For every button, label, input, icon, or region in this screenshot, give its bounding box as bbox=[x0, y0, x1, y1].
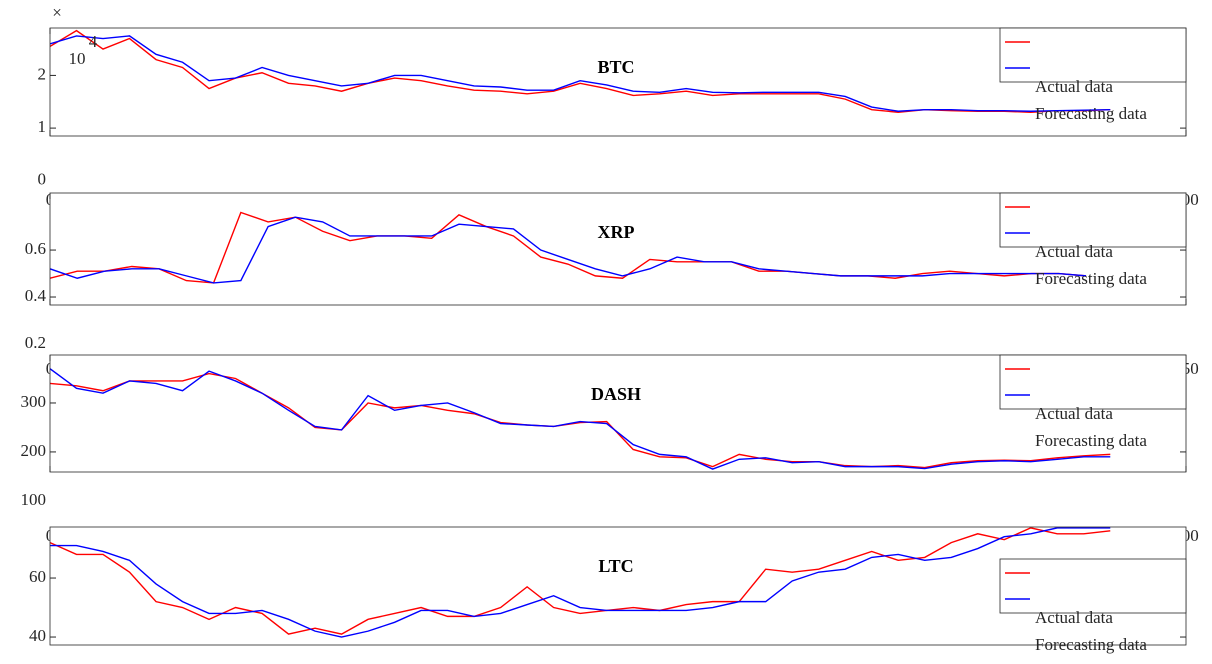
y-tick-label: 200 bbox=[21, 441, 47, 460]
plot-area bbox=[50, 193, 1186, 305]
legend-label: Forecasting data bbox=[1035, 104, 1147, 123]
exponent-label: 10 bbox=[69, 49, 86, 68]
legend-label: Forecasting data bbox=[1035, 269, 1147, 288]
y-tick-label: 0.2 bbox=[25, 333, 46, 352]
data-line bbox=[50, 368, 1111, 470]
y-tick-label: 0.4 bbox=[25, 286, 47, 305]
y-tick-label: 2 bbox=[38, 64, 47, 83]
data-line bbox=[50, 211, 1087, 284]
exponent-label: 4 bbox=[89, 32, 98, 51]
legend-box bbox=[999, 354, 1187, 410]
legend-label: Actual data bbox=[1035, 608, 1113, 627]
legend-label: Actual data bbox=[1035, 77, 1113, 96]
panel: 40 60 LTC Actual data Forecasting data bbox=[29, 526, 1187, 654]
y-tick-label: 0 bbox=[38, 170, 47, 189]
plot-area bbox=[50, 355, 1186, 472]
data-line bbox=[50, 372, 1111, 469]
legend-label: Forecasting data bbox=[1035, 635, 1147, 654]
y-tick-label: 300 bbox=[21, 392, 47, 411]
axes-title: LTC bbox=[598, 556, 633, 576]
axes-title: DASH bbox=[591, 384, 641, 404]
data-line bbox=[50, 527, 1111, 638]
axes-title: BTC bbox=[597, 57, 634, 77]
legend-label: Actual data bbox=[1035, 242, 1113, 261]
y-tick-label: 0.6 bbox=[25, 239, 46, 258]
legend-box bbox=[999, 558, 1187, 614]
y-tick-label: 60 bbox=[29, 567, 46, 586]
legend-label: Forecasting data bbox=[1035, 431, 1147, 450]
y-tick-label: 100 bbox=[21, 490, 47, 509]
axes-box bbox=[49, 354, 1187, 473]
axes-box bbox=[49, 192, 1187, 306]
data-line bbox=[50, 35, 1111, 112]
panel: 1002003000300DASHActual dataForecasting … bbox=[21, 354, 1199, 545]
y-tick-label: 40 bbox=[29, 626, 46, 645]
legend-box bbox=[999, 27, 1187, 83]
data-line bbox=[50, 527, 1111, 635]
axes-title: XRP bbox=[598, 222, 635, 242]
exponent-label: × bbox=[52, 3, 62, 22]
plot-area bbox=[50, 527, 1186, 645]
legend-box bbox=[999, 192, 1187, 248]
data-line bbox=[50, 216, 1087, 284]
legend-label: Actual data bbox=[1035, 404, 1113, 423]
plot-area bbox=[50, 28, 1186, 136]
y-tick-label: 1 bbox=[38, 117, 47, 136]
